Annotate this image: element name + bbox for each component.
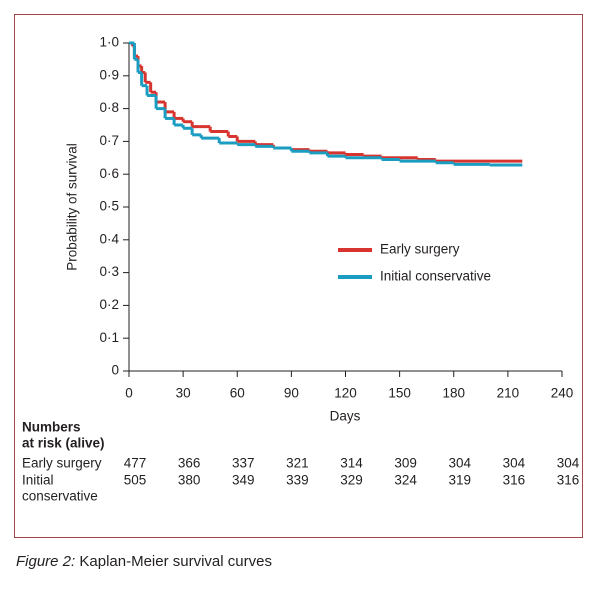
x-tick-label: 30 (176, 386, 191, 401)
y-tick-label: 0·6 (99, 166, 119, 181)
x-tick-label: 120 (334, 386, 357, 401)
y-tick-label: 0·5 (99, 199, 119, 214)
risk-row-label: Initial (22, 473, 54, 488)
risk-value: 316 (557, 473, 580, 488)
y-tick-label: 1·0 (99, 35, 119, 50)
x-tick-label: 60 (230, 386, 245, 401)
risk-table-title: Numbers (22, 420, 81, 435)
risk-value: 366 (178, 456, 201, 471)
y-tick-label: 0·1 (99, 330, 119, 345)
x-tick-label: 240 (551, 386, 574, 401)
risk-value: 316 (503, 473, 526, 488)
x-tick-label: 0 (125, 386, 133, 401)
x-tick-label: 90 (284, 386, 299, 401)
risk-value: 304 (503, 456, 526, 471)
risk-value: 314 (340, 456, 363, 471)
risk-row-label: conservative (22, 489, 98, 504)
risk-value: 477 (124, 456, 147, 471)
risk-row-label: Early surgery (22, 456, 102, 471)
y-tick-label: 0·4 (99, 231, 119, 246)
y-tick-label: 0 (111, 363, 119, 378)
risk-value: 349 (232, 473, 255, 488)
legend-label: Initial conservative (380, 269, 491, 284)
x-tick-label: 180 (442, 386, 465, 401)
y-tick-label: 0·2 (99, 297, 119, 312)
risk-table-title: at risk (alive) (22, 436, 105, 451)
risk-value: 319 (448, 473, 471, 488)
caption-label: Figure 2: (16, 553, 75, 570)
x-axis-label: Days (330, 409, 361, 424)
y-tick-label: 0·7 (99, 133, 119, 148)
risk-value: 309 (394, 456, 417, 471)
y-tick-label: 0·8 (99, 100, 119, 115)
legend-label: Early surgery (380, 242, 460, 257)
y-tick-label: 0·9 (99, 67, 119, 82)
y-axis-label: Probability of survival (65, 143, 80, 271)
x-tick-label: 150 (388, 386, 411, 401)
risk-value: 304 (557, 456, 580, 471)
y-tick-label: 0·3 (99, 264, 119, 279)
risk-value: 505 (124, 473, 147, 488)
risk-value: 329 (340, 473, 363, 488)
risk-value: 337 (232, 456, 255, 471)
risk-value: 339 (286, 473, 309, 488)
figure-frame (14, 14, 583, 538)
x-tick-label: 210 (497, 386, 520, 401)
risk-value: 324 (394, 473, 417, 488)
risk-value: 380 (178, 473, 201, 488)
caption-text: Kaplan-Meier survival curves (79, 553, 272, 570)
risk-value: 304 (448, 456, 471, 471)
risk-value: 321 (286, 456, 309, 471)
caption: Figure 2: Kaplan-Meier survival curves (16, 553, 272, 570)
